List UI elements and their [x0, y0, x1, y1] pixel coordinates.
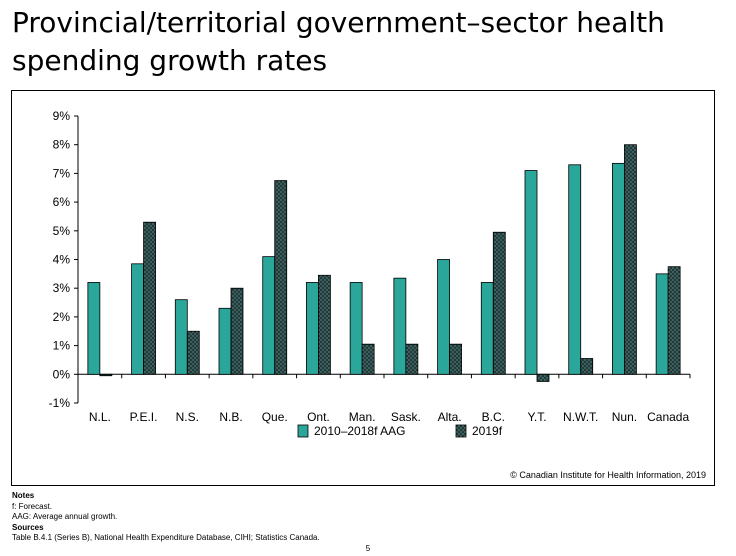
sources-heading: Sources	[12, 522, 44, 532]
bar-aag	[174, 299, 188, 375]
bar-aag	[306, 282, 319, 375]
bar-aag	[349, 282, 363, 375]
notes-block: Notes f: Forecast. AAG: Average annual g…	[12, 491, 320, 544]
bar-aag	[218, 307, 232, 375]
y-tick-label: 0%	[53, 367, 71, 381]
y-tick-label: 9%	[53, 109, 71, 123]
page-number: 5	[365, 544, 371, 553]
bar-aag	[612, 162, 625, 375]
bar-aag	[87, 282, 101, 375]
x-category-label: Sask.	[391, 410, 421, 424]
x-category-label: N.S.	[176, 410, 199, 424]
x-category-label: B.C.	[482, 410, 505, 424]
legend-label-2019f: 2019f	[472, 424, 503, 438]
x-category-label: N.B.	[219, 410, 242, 424]
y-tick-label: 5%	[53, 224, 71, 238]
y-tick-label: 2%	[53, 310, 71, 324]
bar-aag	[655, 273, 669, 375]
x-category-label: N.L.	[89, 410, 111, 424]
x-category-label: Alta.	[438, 410, 462, 424]
bar-aag	[262, 256, 276, 375]
bar-2019f	[624, 144, 637, 375]
source-text: Table B.4.1 (Series B), National Health …	[12, 533, 320, 542]
bar-aag	[393, 277, 407, 375]
x-category-label: Que.	[262, 410, 288, 424]
bar-2019f	[536, 373, 550, 382]
bar-2019f	[230, 287, 244, 375]
bar-aag	[524, 170, 538, 375]
y-tick-label: 3%	[53, 281, 71, 295]
bar-aag	[437, 259, 450, 375]
note-forecast: f: Forecast.	[12, 501, 53, 511]
y-tick-label: -1%	[49, 396, 71, 410]
bar-2019f	[449, 343, 462, 375]
bar-aag	[131, 263, 144, 375]
x-category-label: Nun.	[612, 410, 637, 424]
x-category-label: Y.T.	[527, 410, 546, 424]
note-aag: AAG: Average annual growth.	[12, 512, 118, 521]
page-title: Provincial/territorial government–sector…	[12, 6, 665, 77]
x-category-label: N.W.T.	[563, 410, 598, 424]
y-tick-label: 6%	[53, 195, 71, 209]
bar-2019f	[274, 180, 288, 375]
x-category-label: Canada	[647, 410, 689, 424]
x-category-label: Man.	[349, 410, 376, 424]
bar-2019f	[361, 343, 375, 375]
x-category-label: Ont.	[307, 410, 330, 424]
bar-2019f	[318, 274, 331, 375]
notes-heading: Notes	[12, 491, 35, 500]
bar-2019f	[667, 266, 681, 375]
legend-swatch-aag	[297, 424, 309, 438]
bar-2019f	[492, 231, 506, 375]
y-tick-label: 8%	[53, 138, 71, 152]
chart-frame: 9% 8% 7% 6% 5% 4% 3% 2% 1% 0% -1% N.L. P.E.I. N.S. N.B…	[11, 90, 715, 486]
legend-label-aag: 2010–2018f AAG	[314, 424, 405, 438]
bar-2019f	[99, 373, 113, 377]
bar-2019f	[405, 343, 419, 375]
x-category-label: P.E.I.	[130, 410, 158, 424]
y-tick-label: 1%	[53, 339, 71, 353]
copyright-text: © Canadian Institute for Health Informat…	[510, 470, 706, 480]
y-tick-label: 7%	[53, 166, 71, 180]
bar-aag	[480, 282, 494, 375]
y-tick-label: 4%	[53, 253, 71, 267]
legend-swatch-2019f	[455, 424, 467, 438]
bar-2019f	[186, 330, 200, 375]
bar-chart: 9% 8% 7% 6% 5% 4% 3% 2% 1% 0% -1% N.L. P.E.I. N.S. N.B…	[49, 109, 691, 438]
bar-aag	[568, 164, 582, 375]
bar-2019f	[143, 221, 156, 375]
bar-2019f	[580, 358, 594, 375]
